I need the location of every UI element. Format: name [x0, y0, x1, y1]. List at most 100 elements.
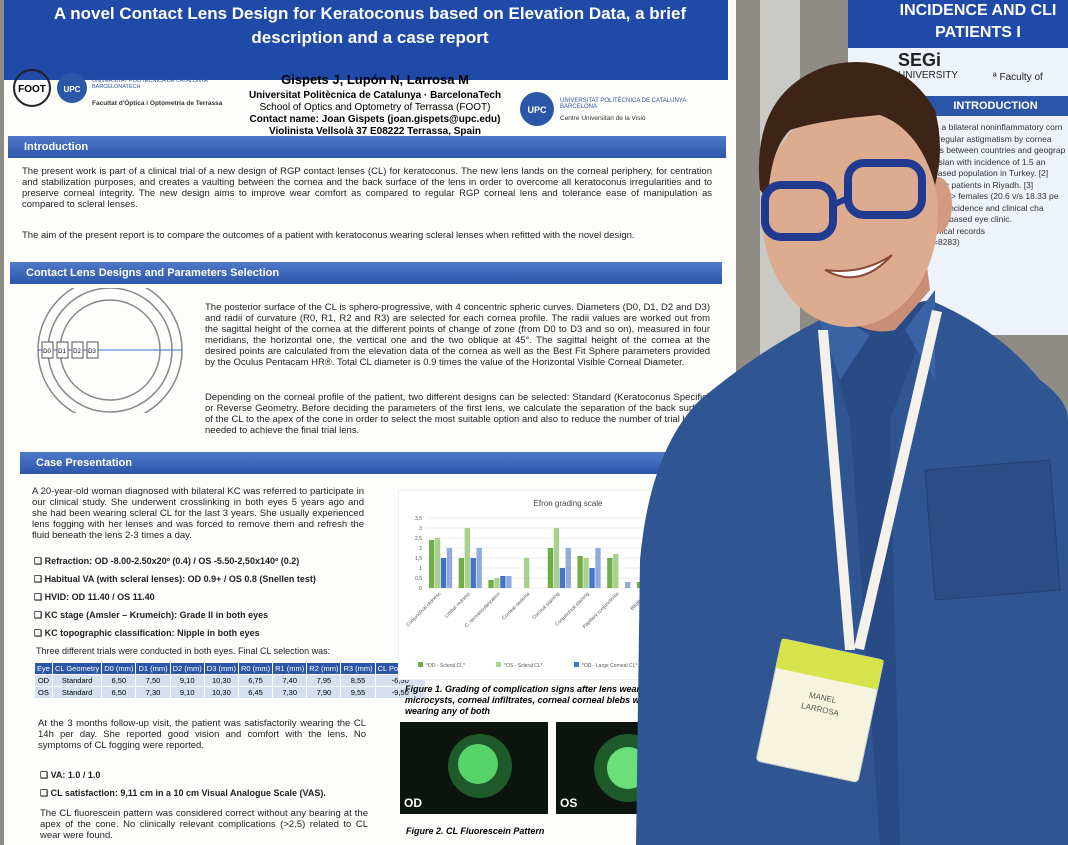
logo-text: Facultat d'Òptica i Optometria de Terras… [92, 100, 223, 107]
legend-swatch [418, 662, 423, 667]
y-tick-label: 1 [419, 566, 422, 572]
table-cell: -9,50 [374, 686, 426, 699]
table-cell: 9,10 [169, 674, 205, 687]
logos-left: FOOT UPC [13, 69, 87, 107]
chart-title: Efron grading scale [534, 499, 603, 508]
y-tick-label: 2,5 [415, 536, 422, 542]
logo-text: UPC [64, 85, 81, 94]
bar [434, 538, 441, 588]
bg-line: Asian with incidence of 1.5 an [933, 156, 1046, 167]
list-item: ❑ HVID: OD 11.40 / OS 11.40 [34, 592, 155, 602]
hair [758, 62, 940, 200]
bar [583, 558, 589, 588]
bar [595, 548, 601, 588]
photo-label: OS [560, 796, 577, 810]
y-tick-label: 0 [419, 586, 422, 592]
y-tick-label: 3,5 [415, 516, 422, 522]
list: ❑ Refraction: OD -8.00-2.50x20º (0.4) / … [34, 552, 374, 642]
diagram-label: D3 [88, 349, 96, 355]
bar [506, 576, 512, 588]
list-item: ❑ KC stage (Amsler – Krumeich): Grade II… [34, 610, 269, 620]
label-box [41, 341, 54, 359]
bar [636, 582, 643, 588]
table-cell: 6,50 [101, 686, 137, 699]
table-cell: 9,10 [169, 686, 205, 699]
table-row: OD Standard 6,50 7,50 9,10 10,30 6,75 7,40 7,95 8… [34, 674, 426, 687]
upc-logo-right: UPC [520, 92, 554, 126]
table-cell: 6,50 [101, 674, 137, 687]
paragraph: The CL fluorescein pattern was considere… [40, 808, 368, 841]
bar [559, 568, 565, 588]
header-cell: R3 (mm) [340, 662, 376, 675]
bar [488, 580, 494, 588]
section-heading: Case Presentation [20, 452, 726, 474]
table-cell: OS [34, 686, 53, 699]
legend-label: *OD - Large Corneal CL* [582, 663, 637, 669]
header-cell: D0 (mm) [101, 662, 137, 675]
paragraph: Depending on the corneal profile of the … [205, 392, 710, 436]
paragraph: The present work is part of a clinical t… [22, 166, 712, 210]
glasses [761, 181, 837, 241]
bar [464, 528, 470, 588]
y-tick-label: 3 [419, 526, 422, 532]
lens-glow [458, 744, 498, 784]
diagram-labels: D0 D1 D2 D3 [41, 341, 99, 359]
list-item: ❑ KC topographic classification: Nipple … [34, 628, 260, 638]
logo-text: Centre Universitari de la Visió [560, 115, 646, 122]
smile [824, 254, 893, 279]
upc-logo [520, 92, 554, 126]
bar [440, 558, 447, 588]
bg-logo: SEGi [898, 50, 942, 70]
legend-label: *OD - Scleral CL* [426, 663, 465, 669]
lens-diagram: D0 D1 D2 D3 [37, 288, 183, 413]
bar [589, 568, 595, 588]
bg-line: atric patients in Riyadh. [3] [933, 179, 1034, 190]
table-cell: OD [34, 674, 53, 687]
bg-line: linical records [933, 225, 985, 236]
bar [624, 582, 631, 588]
affiliation-line: Contact name: Joan Gispets (joan.gispets… [249, 114, 501, 125]
y-tick-label: 2 [419, 546, 422, 552]
diagram-label: D2 [73, 349, 81, 355]
bg-line: nity-based eye clinic. [933, 214, 1012, 224]
y-tick-label: 0,5 [415, 576, 422, 582]
bar [565, 548, 571, 588]
bar [577, 556, 583, 588]
list-item: ❑ VA: 1.0 / 1.0 [40, 770, 101, 780]
legend-swatch [574, 662, 579, 667]
badge-band [775, 638, 884, 690]
bg-title: INCIDENCE AND CLI PATIENTS I [868, 0, 1068, 44]
legend-label: *OS - Scleral CL* [504, 663, 543, 669]
table-cell: 9,55 [340, 686, 376, 699]
table-row: OS Standard 6,50 7,30 9,10 10,30 6,45 7,30 7,90 9… [34, 686, 426, 699]
bg-heading: INTRODUCTION [923, 96, 1068, 116]
diagram-label: D0 [43, 349, 51, 355]
table-cell: 10,30 [203, 686, 239, 699]
bg-line: =8283) [933, 237, 960, 247]
legend-swatch [496, 662, 501, 667]
bg-text-block: is a bilateral noninflammatory corn irreg… [933, 122, 1068, 249]
badge: MANEL LARROSA [756, 638, 884, 783]
bg-line: ies between countries and geograp [933, 145, 1066, 155]
bar [500, 576, 506, 588]
paragraph: Three different trials were conducted in… [36, 646, 331, 656]
bar [476, 548, 482, 588]
table-cell: 6,45 [237, 686, 274, 699]
y-tick-label: 1,5 [415, 556, 422, 562]
affiliation-line: Universitat Politècnica de Catalunya · B… [248, 90, 502, 101]
logo-text: UNIVERSITAT POLITÈCNICA DE CATALUNYA BAR… [560, 98, 687, 110]
bg-line: is a bilateral noninflammatory corn [933, 122, 1063, 132]
section-heading: Contact Lens Designs and Parameters Sele… [10, 262, 722, 284]
logo-text: UPC [527, 105, 547, 115]
paragraph: The aim of the present report is to comp… [22, 230, 635, 241]
affiliation: Universitat Politècnica de Catalunya · B… [240, 90, 510, 138]
shirt [636, 300, 1068, 845]
paragraph: A 20-year-old woman diagnosed with bilat… [32, 486, 364, 541]
bar [547, 548, 554, 588]
logo-text: FOOT [18, 84, 46, 95]
bar [428, 540, 435, 588]
list: ❑ VA: 1.0 / 1.0 ❑ CL satisfaction: 9,11 c… [40, 766, 380, 802]
bg-line: ales > females (20.6 v/s 18.33 pe [933, 191, 1059, 201]
